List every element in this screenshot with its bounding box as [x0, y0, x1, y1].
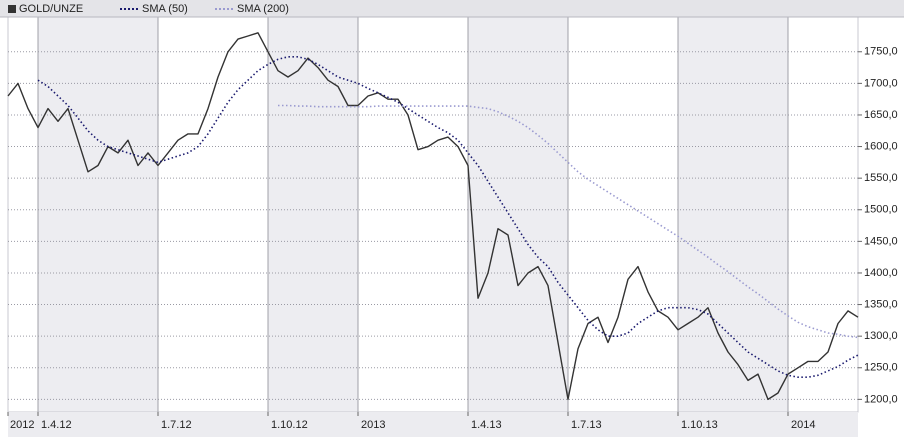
x-tick-label: 2012 [10, 419, 34, 431]
plot-area [7, 16, 859, 413]
y-tick-label: 1750,0 [864, 46, 898, 58]
y-tick-label: 1500,0 [864, 204, 898, 216]
y-tick-label: 1250,0 [864, 362, 898, 374]
x-tick-label: 2014 [791, 419, 815, 431]
series-line [278, 104, 859, 339]
y-tick-label: 1350,0 [864, 298, 898, 310]
period-band [268, 17, 358, 412]
period-band [468, 17, 568, 412]
period-band [38, 17, 158, 412]
y-tick-label: 1650,0 [864, 109, 898, 121]
x-tick-label: 2013 [361, 419, 385, 431]
period-band [678, 17, 788, 412]
y-tick-label: 1200,0 [864, 393, 898, 405]
y-tick-label: 1400,0 [864, 267, 898, 279]
x-tick-label: 1.7.13 [571, 419, 602, 431]
x-tick-label: 1.4.12 [41, 419, 72, 431]
x-tick-label: 1.7.12 [161, 419, 192, 431]
x-tick-label: 1.10.13 [681, 419, 718, 431]
y-tick-label: 1700,0 [864, 77, 898, 89]
legend-bar [0, 0, 904, 17]
y-tick-label: 1300,0 [864, 330, 898, 342]
legend-label: GOLD/UNZE [19, 3, 83, 15]
legend-label: SMA (200) [237, 3, 289, 15]
x-tick-label: 1.10.12 [271, 419, 308, 431]
series-line [7, 32, 859, 401]
legend-swatch [8, 5, 16, 13]
y-tick-label: 1550,0 [864, 172, 898, 184]
y-tick-label: 1450,0 [864, 235, 898, 247]
x-tick-label: 1.4.13 [471, 419, 502, 431]
x-axis-strip [8, 412, 858, 437]
y-tick-label: 1600,0 [864, 140, 898, 152]
legend-label: SMA (50) [142, 3, 188, 15]
